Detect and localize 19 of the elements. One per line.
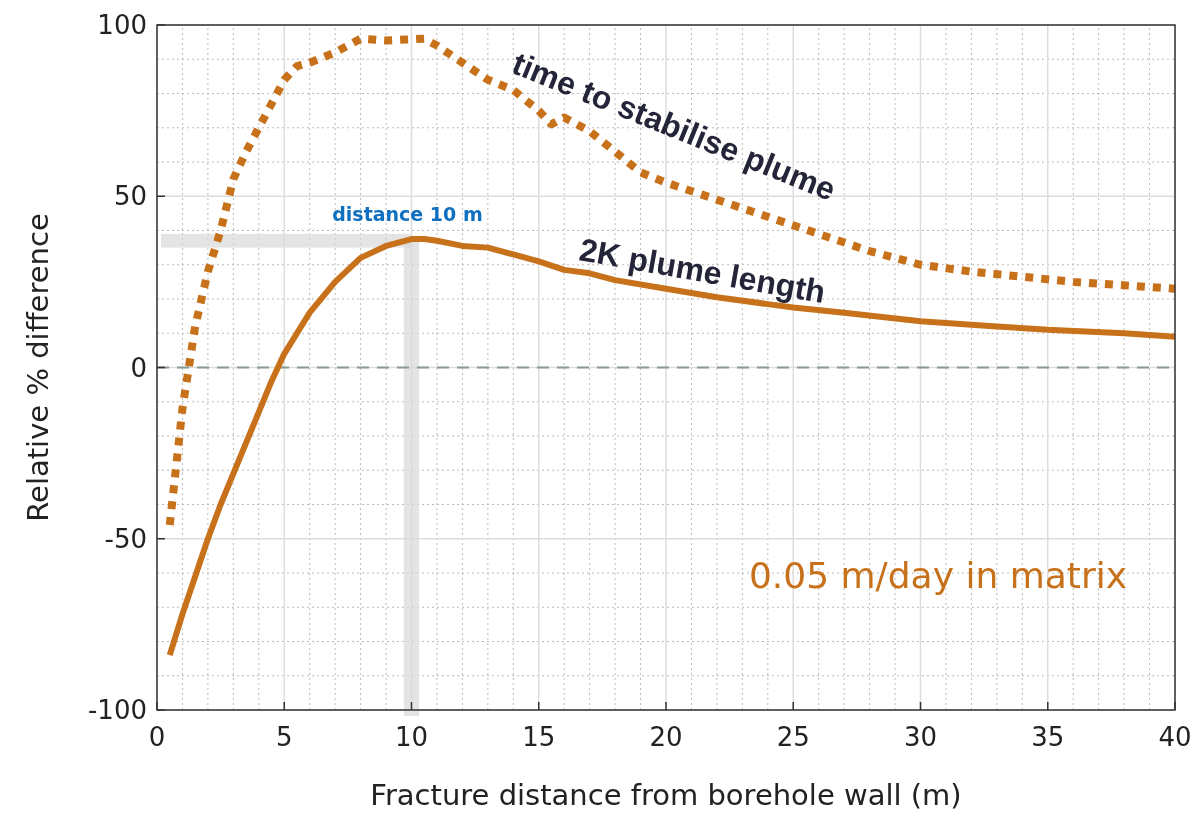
y-tick-label: -100 [87, 695, 147, 726]
y-tick-label: -50 [104, 523, 147, 554]
x-tick-label: 20 [649, 722, 683, 752]
x-tick-label: 15 [522, 722, 556, 752]
x-axis-title: Fracture distance from borehole wall (m) [370, 778, 962, 812]
y-tick-label: 100 [97, 10, 147, 41]
x-tick-label: 40 [1158, 722, 1192, 752]
x-tick-label: 35 [1031, 722, 1065, 752]
x-tick-label: 10 [394, 722, 429, 752]
annotation: 0.05 m/day in matrix [748, 555, 1127, 596]
y-axis-title: Relative % difference [21, 213, 55, 522]
text: 2K plume length [576, 231, 829, 311]
x-tick-label: 0 [148, 722, 166, 752]
x-tick-label: 30 [903, 722, 938, 752]
x-tick-label: 25 [776, 722, 810, 752]
y-tick-label: 50 [113, 181, 147, 212]
annotation: distance 10 m [332, 203, 483, 226]
x-tick-label: 5 [275, 722, 293, 752]
y-tick-label: 0 [130, 352, 147, 383]
